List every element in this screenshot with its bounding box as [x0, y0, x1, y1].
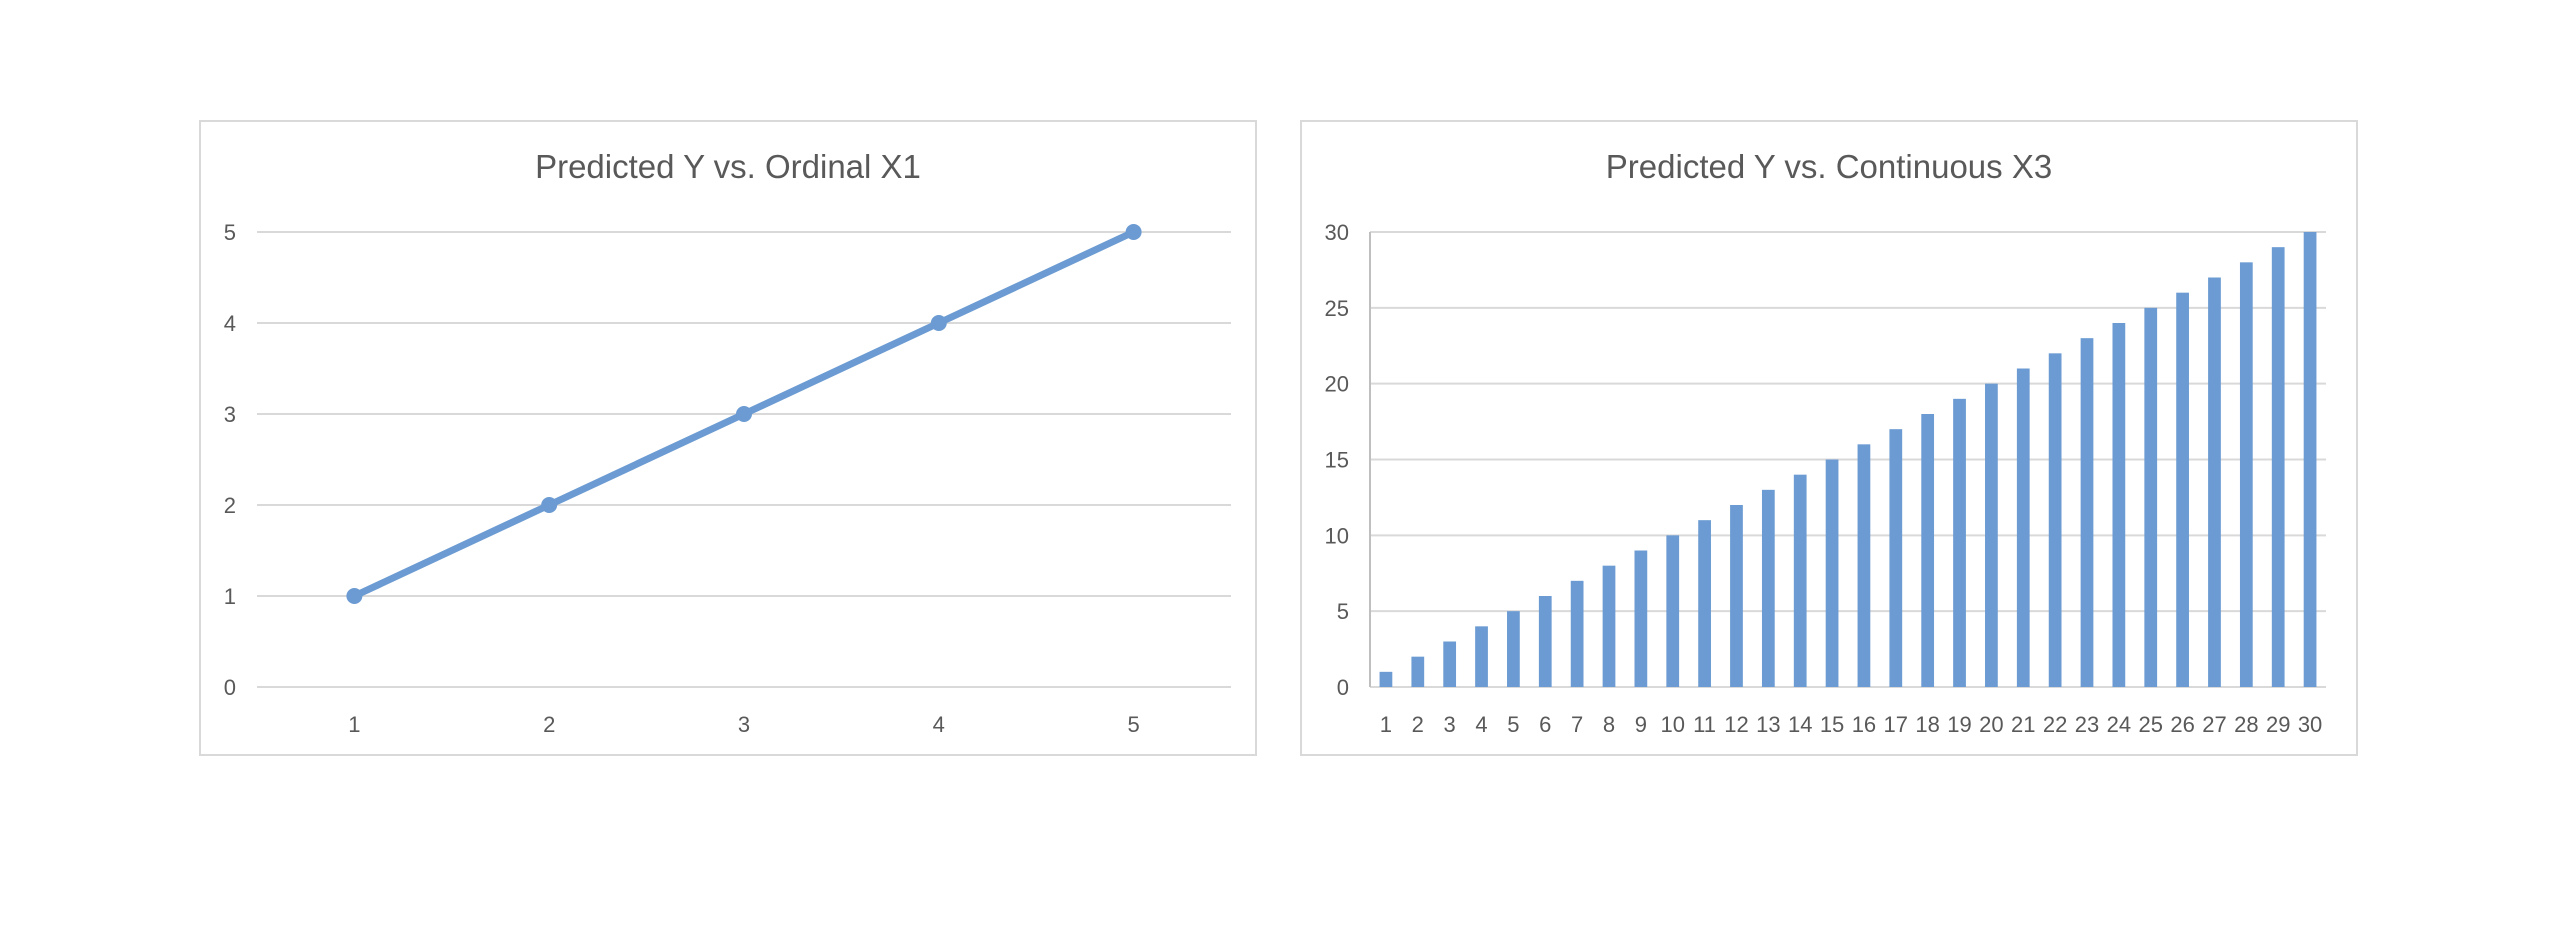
bar [1825, 459, 1839, 687]
bar [1443, 641, 1457, 687]
y-tick-label: 25 [1325, 296, 1349, 321]
y-tick-label: 10 [1325, 523, 1349, 548]
bar [1698, 520, 1711, 687]
chart-title: Predicted Y vs. Ordinal X1 [535, 148, 921, 185]
bar [2080, 338, 2094, 687]
x-tick-label: 5 [1127, 712, 1139, 737]
bar [1761, 489, 1775, 687]
x-tick-label: 17 [1884, 712, 1908, 737]
bar [2208, 277, 2221, 687]
x-tick-label: 9 [1635, 712, 1647, 737]
y-tick-label: 5 [224, 220, 236, 245]
y-tick-label: 0 [1337, 675, 1349, 700]
chart-panel-ordinal-x1: Predicted Y vs. Ordinal X1 0 1 2 3 4 5 1 2 3 4 5 [199, 120, 1257, 756]
bar [1921, 414, 1935, 687]
bar [2239, 262, 2253, 687]
x-tick-label: 30 [2298, 712, 2322, 737]
bar [1570, 580, 1584, 687]
data-point [1125, 224, 1142, 240]
x-tick-label: 19 [1947, 712, 1971, 737]
x-tick-label: 5 [1507, 712, 1519, 737]
chart-panel-continuous-x3: Predicted Y vs. Continuous X3 0 5 10 15 20 25… [1300, 120, 2358, 756]
x-tick-label: 20 [1979, 712, 2003, 737]
x-tick-label: 21 [2011, 712, 2035, 737]
data-point [346, 588, 363, 604]
bar [2271, 247, 2285, 687]
y-tick-label: 5 [1337, 599, 1349, 624]
x-tick-label: 29 [2266, 712, 2290, 737]
x-tick-label: 25 [2138, 712, 2162, 737]
x-tick-label: 26 [2170, 712, 2194, 737]
y-tick-label: 20 [1325, 372, 1349, 397]
x-tick-label: 23 [2075, 712, 2099, 737]
chart-title: Predicted Y vs. Continuous X3 [1605, 148, 2053, 185]
data-point [541, 497, 558, 513]
x-tick-label: 12 [1724, 712, 1748, 737]
x-tick-label: 18 [1915, 712, 1939, 737]
bar [1411, 656, 1425, 687]
x-tick-label: 16 [1852, 712, 1876, 737]
y-tick-label: 30 [1325, 220, 1349, 245]
bar [2016, 368, 2030, 687]
x-tick-label: 4 [933, 712, 945, 737]
bar [2303, 232, 2317, 687]
y-tick-label: 15 [1325, 448, 1349, 473]
x-tick-label: 1 [1380, 712, 1392, 737]
bar [1507, 611, 1520, 687]
x-tick-label: 22 [2043, 712, 2067, 737]
x-tick-label: 8 [1603, 712, 1615, 737]
x-tick-label: 2 [1412, 712, 1424, 737]
bar [1379, 671, 1393, 687]
x-tick-label: 11 [1693, 712, 1716, 737]
data-point [930, 315, 947, 331]
y-tick-label: 4 [224, 311, 236, 336]
y-tick-label: 0 [224, 675, 236, 700]
x-tick-label: 10 [1660, 712, 1684, 737]
bar [2048, 353, 2062, 687]
bar [2144, 307, 2158, 687]
bar [1953, 398, 1966, 687]
x-tick-label: 3 [1444, 712, 1456, 737]
bar [1889, 429, 1903, 687]
bar [1857, 444, 1871, 687]
x-tick-label: 2 [543, 712, 555, 737]
x-tick-label: 13 [1756, 712, 1780, 737]
data-point [736, 406, 752, 422]
x-tick-label: 6 [1539, 712, 1551, 737]
bar [1538, 596, 1552, 687]
x-tick-label: 27 [2202, 712, 2226, 737]
y-tick-label: 1 [224, 584, 236, 609]
bar [1730, 505, 1743, 687]
x-tick-label: 24 [2107, 712, 2131, 737]
x-tick-label: 1 [348, 712, 360, 737]
x-tick-label: 28 [2234, 712, 2258, 737]
bar [1985, 383, 1998, 687]
x-tick-label: 3 [738, 712, 750, 737]
x-tick-label: 15 [1820, 712, 1844, 737]
bar [2176, 292, 2189, 687]
x-tick-label: 14 [1788, 712, 1812, 737]
x-tick-label: 4 [1475, 712, 1487, 737]
bar [1634, 550, 1648, 687]
bar [2112, 323, 2126, 687]
bar [1666, 535, 1680, 687]
line-chart-plot: 0 1 2 3 4 5 1 2 3 4 5 [224, 220, 1231, 737]
y-tick-label: 3 [224, 402, 236, 427]
y-tick-label: 2 [224, 493, 236, 518]
x-tick-label: 7 [1571, 712, 1583, 737]
bar [1602, 565, 1616, 687]
bar [1793, 474, 1807, 687]
bar [1475, 626, 1488, 687]
